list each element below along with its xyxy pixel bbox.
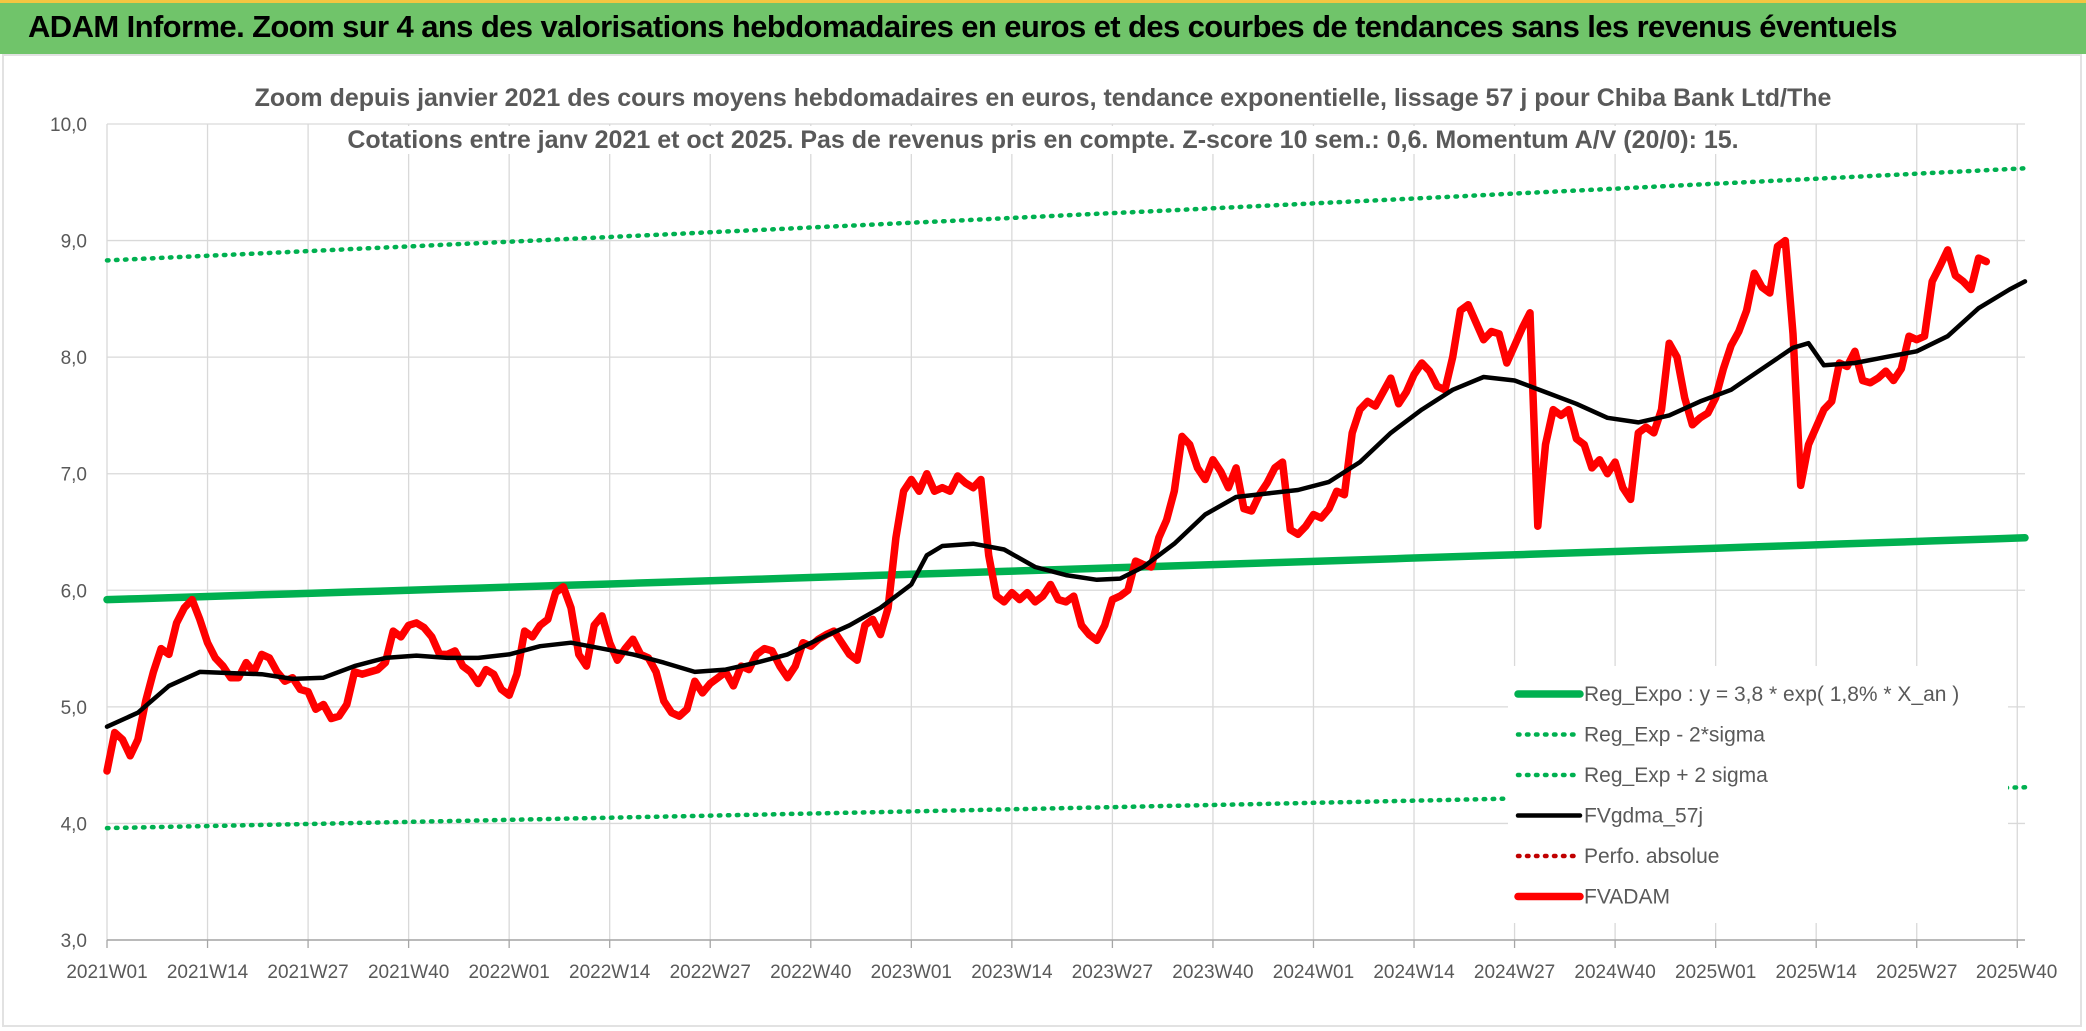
x-tick-label: 2024W01 [1273,962,1354,983]
x-tick-label: 2025W01 [1675,962,1756,983]
x-tick-label: 2021W01 [66,962,147,983]
x-tick-label: 2023W40 [1172,962,1253,983]
x-tick-label: 2022W14 [569,962,651,983]
x-tick-label: 2022W27 [670,962,751,983]
legend-entry-label: FVADAM [1584,886,1670,909]
x-tick-label: 2024W27 [1474,962,1555,983]
x-tick-label: 2023W01 [871,962,952,983]
y-tick-label: 7,0 [61,465,87,486]
y-tick-label: 5,0 [61,698,87,719]
x-tick-label: 2022W40 [770,962,851,983]
x-tick-label: 2023W14 [971,962,1053,983]
axes-layer: 3,0 4,0 5,0 6,0 7,0 8,0 9,0 10,0 2021W01 2021W14 2… [50,115,2057,983]
y-tick-label: 8,0 [61,348,87,369]
legend-entry-label: Reg_Exp + 2 sigma [1584,764,1768,787]
series-line-5 [103,236,1991,775]
chart-title-line-1: Zoom depuis janvier 2021 des cours moyen… [0,84,2086,113]
banner-title: ADAM Informe. Zoom sur 4 ans des valoris… [28,9,1898,44]
legend: Reg_Expo : y = 3,8 * exp( 1,8% * X_an ) R… [1508,666,2008,923]
x-tick-label: 2021W40 [368,962,449,983]
legend-entry-label: Perfo. absolue [1584,845,1719,868]
series-layer [103,166,2029,831]
x-tick-label: 2025W40 [1976,962,2057,983]
series-line-2 [104,166,2028,263]
legend-entry-label: FVgdma_57j [1584,805,1703,828]
legend-entry-label: Reg_Expo : y = 3,8 * exp( 1,8% * X_an ) [1584,683,1959,706]
y-tick-label: 10,0 [50,115,87,136]
x-tick-label: 2021W27 [267,962,348,983]
x-tick-label: 2021W14 [167,962,249,983]
x-tick-label: 2022W01 [468,962,549,983]
y-tick-label: 3,0 [61,931,87,952]
series-line-0 [103,534,2029,604]
y-tick-label: 6,0 [61,581,87,602]
series-line-3 [104,279,2028,729]
title-banner: ADAM Informe. Zoom sur 4 ans des valoris… [0,0,2086,54]
x-tick-label: 2025W14 [1776,962,1858,983]
x-tick-label: 2024W40 [1574,962,1655,983]
chart-subtitle-text: Cotations entre janv 2021 et oct 2025. P… [339,126,1747,154]
x-tick-label: 2025W27 [1876,962,1957,983]
y-tick-label: 9,0 [61,232,87,253]
legend-background [1508,666,2008,923]
chart-title-line-2: Cotations entre janv 2021 et oct 2025. P… [0,126,2086,155]
chart-title-text: Zoom depuis janvier 2021 des cours moyen… [246,84,1840,112]
y-tick-label: 4,0 [61,814,87,835]
x-tick-label: 2023W27 [1072,962,1153,983]
legend-entry-label: Reg_Exp - 2*sigma [1584,724,1765,747]
x-tick-label: 2024W14 [1373,962,1455,983]
